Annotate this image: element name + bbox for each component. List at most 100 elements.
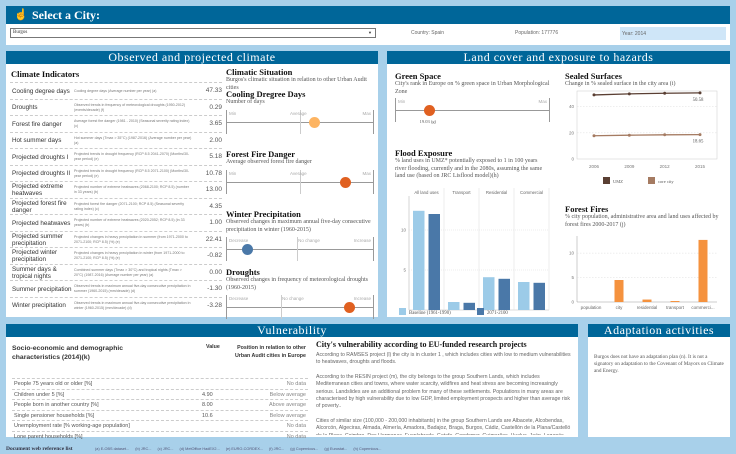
forest-fires-subtitle: % city population, administrative area a… (565, 214, 719, 228)
data-point (698, 133, 702, 137)
indicator-row: Projected winter precipitation Projected … (10, 247, 222, 263)
indicator-row: Forest fire danger Average forest fire da… (10, 115, 222, 131)
indicator-row: Projected summer precipitation Projected … (10, 230, 222, 247)
adaptation-panel-title: Adaptation activities (588, 324, 730, 337)
climate-panel-title: Observed and projected climate (6, 51, 378, 64)
similar-cities-paragraph: Cities of similar size (100,000 - 200,00… (316, 417, 571, 435)
climate-gauge: Min Average Max (226, 169, 374, 194)
legend-swatch (399, 308, 406, 315)
gauge-marker (241, 244, 253, 255)
page-title: Select a City: (32, 8, 100, 22)
end-label: 18.65 (693, 140, 704, 145)
indicator-description: Cooling degree days (Average number per … (74, 88, 157, 93)
x-tick-label: population (581, 305, 602, 310)
flood-bar (413, 210, 425, 310)
indicator-value: 3.65 (209, 120, 222, 127)
climate-indicators-table: Cooling degree days Cooling degree days (… (10, 82, 222, 314)
socio-position: No data (286, 381, 306, 387)
flood-exposure-title: Flood Exposure (395, 148, 453, 158)
reference-link[interactable]: (b) JRC... (135, 447, 152, 451)
city-select[interactable]: Burgos ▼ (10, 28, 376, 38)
reference-link[interactable]: (g) Eurostat... (324, 447, 348, 451)
indicator-label: Summer precipitation (12, 285, 72, 293)
data-point (663, 133, 667, 137)
facet-label: Commercial (520, 190, 543, 195)
reference-link[interactable]: (e) EURO-CORDEX... (225, 447, 264, 451)
reference-link[interactable]: (c) JRC... (157, 447, 174, 451)
col-position-header: Position in relation to other Urban Audi… (234, 345, 306, 359)
indicator-row: Projected forest fire danger Projected fo… (10, 197, 222, 214)
gauge-left-label: Min (229, 110, 237, 116)
socio-row: Single pensioner households [%] 10.6 Below… (12, 409, 308, 420)
y-tick-label: 5 (403, 268, 406, 273)
indicator-label: Projected summer precipitation (12, 232, 64, 247)
y-tick-label: 0 (571, 157, 574, 162)
climate-gauge: Decrease No change Increase (226, 295, 374, 319)
socio-value: 4.90 (202, 391, 213, 398)
indicator-value: 5.18 (209, 153, 222, 160)
footer-title: Document web reference list (6, 446, 73, 452)
flood-bar (448, 302, 460, 310)
indicator-label: Winter precipitation (12, 302, 66, 309)
climate-gauge: Min Average Max (226, 109, 374, 134)
indicator-description: Projected trends in drought frequency (R… (74, 152, 190, 161)
gauge-right-label: Increase (353, 296, 371, 301)
indicator-description: Hot summer days (Tmax > 35°C) (1987-2016… (74, 135, 192, 145)
gauge-right-label: Max (362, 170, 371, 176)
reference-link[interactable]: (g) Copernicus... (290, 447, 319, 451)
footer-links: (a) E-OBS dataset... (b) JRC... (c) JRC...… (95, 447, 387, 451)
year-label: Year: 2014 (620, 27, 726, 40)
legend-swatch (477, 308, 484, 315)
indicator-label: Forest fire danger (12, 120, 62, 128)
flood-exposure-subtitle: % land uses in UMZ* potentially exposed … (395, 158, 543, 179)
indicator-description: Observed trends in frequency of meteorol… (74, 102, 186, 112)
green-space-gauge: Min Max 19.03 (g) (395, 98, 550, 124)
gauge-min-label: Min (398, 99, 406, 104)
flood-bar (518, 282, 530, 310)
x-tick-label: city (616, 305, 624, 310)
socio-position: Below average (269, 391, 306, 398)
legend-swatch (648, 177, 655, 184)
socio-row: Lone parent households [%] No data (12, 430, 308, 441)
indicator-value: -1.30 (207, 285, 222, 292)
reference-link[interactable]: (h) Copernicus... (353, 447, 382, 451)
slider-subtitle: Average observed forest fire danger (226, 159, 312, 165)
reference-link[interactable]: (d) MetOffice HadEX2... (179, 447, 220, 451)
gauge-right-label: Increase (353, 238, 371, 243)
city-selector-panel: ☝ Select a City: Burgos ▼ Country: Spain… (6, 6, 730, 45)
socio-position: No data (286, 433, 306, 440)
x-tick-label: 2009 (624, 164, 635, 169)
climatic-situation-subtitle: Burgos's climatic situation in relation … (226, 77, 367, 91)
reference-link[interactable]: (a) E-OBS dataset... (95, 447, 130, 451)
header-bar: ☝ Select a City: (6, 6, 730, 24)
legend-label: UMZ (613, 179, 623, 184)
climate-panel: Observed and projected climate Climate I… (6, 51, 378, 319)
reference-link[interactable]: (f) JRC... (269, 447, 285, 451)
adaptation-panel: Adaptation activities Burgos does not ha… (588, 324, 730, 437)
x-tick-label: commerci... (691, 305, 714, 310)
series-line (593, 92, 701, 96)
data-point (698, 91, 702, 95)
indicator-value: 47.33 (205, 87, 222, 94)
indicator-label: Projected droughts I (12, 153, 69, 161)
legend-label: core city (658, 179, 674, 184)
green-space-value: 19.03 (g) (419, 119, 437, 124)
country-label: Country: Spain (411, 30, 445, 36)
climate-indicators-title: Climate Indicators (11, 69, 80, 79)
x-tick-label: residential (637, 305, 658, 310)
indicator-row: Winter precipitation Observed trends in m… (10, 296, 222, 313)
forest-fires-title: Forest Fires (565, 204, 609, 214)
indicator-row: Cooling degree days Cooling degree days (… (10, 82, 222, 98)
indicator-description: Average forest fire danger (1981 - 2010)… (74, 119, 190, 128)
flood-bar (533, 282, 545, 310)
legend-label: Baseline (1961-1990) (409, 311, 451, 316)
indicator-description: Observed trends in maximum annual five-d… (74, 284, 191, 293)
indicator-value: 13.00 (205, 186, 222, 193)
indicator-value: 1.00 (209, 219, 222, 226)
slider-subtitle: Observed changes in frequency of meteoro… (226, 277, 368, 291)
resin-paragraph: According to the RESIN project (m), the … (316, 373, 570, 410)
indicator-row: Hot summer days Hot summer days (Tmax > 3… (10, 131, 222, 148)
socio-label: Lone parent households [%] (14, 433, 83, 440)
indicator-description: Projected trends in drought frequency (R… (74, 168, 190, 178)
flood-bar (463, 302, 475, 310)
